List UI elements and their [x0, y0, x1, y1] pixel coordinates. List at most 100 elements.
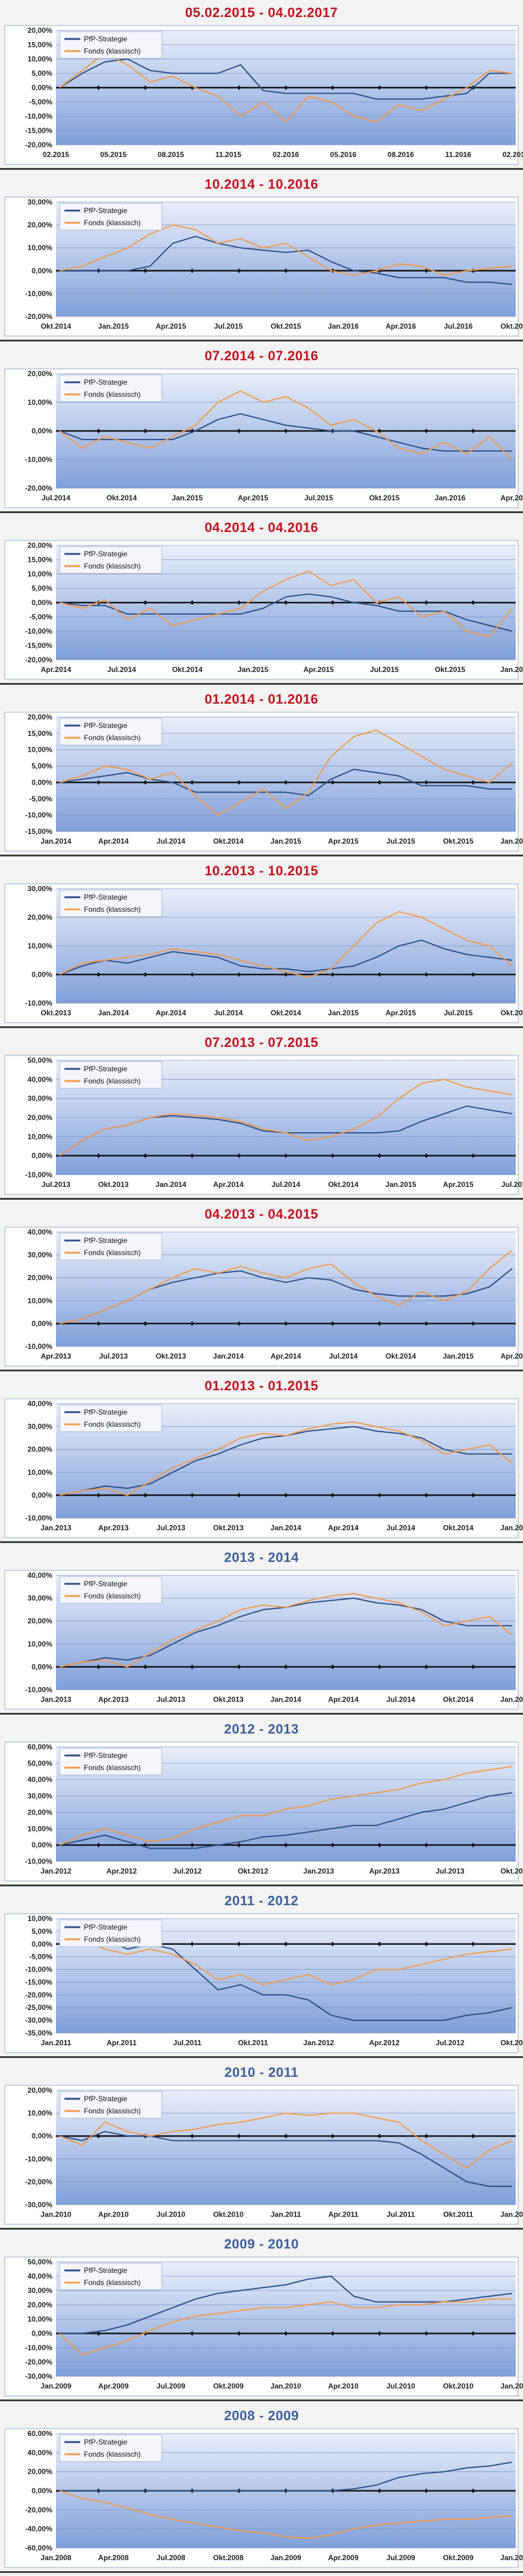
- zero-line-marker: [331, 1493, 334, 1498]
- zero-line-marker: [284, 972, 288, 977]
- legend-label-strategy: PfP-Strategie: [84, 1236, 128, 1245]
- y-tick-label: 0,00%: [32, 427, 52, 435]
- zero-line-marker: [471, 2331, 475, 2336]
- legend-label-strategy: PfP-Strategie: [84, 206, 128, 215]
- legend: PfP-Strategie Fonds (klassisch): [59, 203, 162, 231]
- x-tick-label: Okt.2014: [271, 1009, 301, 1017]
- x-tick-label: Jul.2015: [444, 1009, 473, 1017]
- zero-line-marker: [284, 429, 288, 433]
- y-tick-label: -15,00%: [25, 642, 52, 650]
- x-tick-label: Jan.2015: [386, 1180, 417, 1189]
- y-tick-label: -10,00%: [25, 112, 52, 121]
- x-tick-label: Apr.2008: [98, 2553, 128, 2562]
- x-tick-label: Okt.2013: [213, 1695, 243, 1704]
- x-tick-label: Jan.2008: [41, 2553, 72, 2562]
- zero-line-marker: [331, 972, 334, 977]
- x-tick-label: Apr.2016: [500, 494, 523, 502]
- x-tick-label: Jan.2015: [328, 1009, 359, 1017]
- x-tick-label: Jan.2015: [500, 1695, 523, 1704]
- legend-label-strategy: PfP-Strategie: [84, 378, 128, 387]
- y-tick-label: 0,00%: [32, 1940, 52, 1948]
- legend: PfP-Strategie Fonds (klassisch): [59, 1061, 162, 1089]
- x-tick-label: Jan.2016: [500, 665, 523, 674]
- x-tick-label: Jul.2015: [370, 665, 399, 674]
- legend-box: [59, 1061, 162, 1089]
- y-tick-label: -10,00%: [25, 2155, 52, 2163]
- zero-line-marker: [471, 1321, 475, 1326]
- x-tick-label: Okt.2013: [41, 1009, 71, 1017]
- x-tick-label: Apr.2011: [106, 2039, 137, 2047]
- x-tick-label: Jul.2016: [444, 322, 473, 331]
- x-tick-label: Okt.2015: [369, 494, 400, 502]
- series-line-fund: [59, 1766, 513, 1846]
- x-tick-label: Okt.2014: [41, 322, 71, 331]
- zero-line-marker: [237, 1493, 241, 1498]
- zero-line-marker: [378, 1941, 381, 1947]
- panel-separator: [0, 1026, 523, 1028]
- y-tick-label: 20,00%: [27, 2468, 52, 2476]
- x-tick-label: Jan.2015: [98, 322, 129, 331]
- y-tick-label: -10,00%: [25, 999, 52, 1007]
- y-tick-label: -40,00%: [25, 2525, 52, 2533]
- series-line-strategy: [60, 2462, 513, 2491]
- y-tick-label: 50,00%: [27, 1759, 52, 1768]
- legend-box: [59, 374, 162, 402]
- series-line-fund: [59, 1938, 513, 1986]
- x-tick-label: Apr.2009: [328, 2553, 358, 2562]
- x-tick-label: Jan.2014: [156, 1180, 187, 1189]
- series-line-strategy: [59, 593, 513, 632]
- legend-label-strategy: PfP-Strategie: [84, 35, 128, 43]
- zero-line-marker: [284, 1843, 288, 1848]
- legend-label-strategy: PfP-Strategie: [84, 1923, 128, 1931]
- y-tick-label: -20,00%: [25, 1990, 52, 1999]
- zero-line-marker: [331, 85, 334, 90]
- zero-line-marker: [144, 1664, 147, 1670]
- y-tick-label: 40,00%: [27, 2272, 52, 2281]
- y-tick-label: 10,00%: [27, 1132, 52, 1141]
- x-tick-label: Okt.2015: [435, 665, 465, 674]
- zero-line-marker: [424, 1843, 428, 1848]
- y-tick-label: 30,00%: [27, 1423, 52, 1431]
- zero-line-marker: [331, 1843, 334, 1848]
- x-tick-label: Jan.2011: [271, 2210, 301, 2219]
- zero-line-marker: [237, 268, 241, 273]
- y-tick-label: -5,00%: [29, 613, 52, 621]
- zero-line-marker: [471, 429, 475, 433]
- y-tick-label: -20,00%: [25, 2505, 52, 2514]
- chart-panel: 2010 - 2011 20,00% 10,00% 0,00% -10,00% -20,0…: [0, 2060, 523, 2231]
- panel-separator: [0, 2228, 523, 2230]
- zero-line-marker: [237, 2133, 241, 2139]
- y-tick-label: 0,00%: [32, 1491, 52, 1499]
- x-tick-label: Jan.2015: [443, 1352, 474, 1360]
- zero-line-marker: [284, 1941, 288, 1947]
- zero-line-marker: [144, 972, 147, 977]
- y-tick-label: 30,00%: [27, 884, 52, 893]
- series-line-fund: [59, 1079, 513, 1157]
- legend-box: [59, 1748, 162, 1776]
- x-tick-label: Jul.2013: [435, 1867, 465, 1875]
- chart-panel: 07.2013 - 07.2015 50,00% 40,00% 30,00% 20,00…: [0, 1030, 523, 1202]
- x-tick-label: Apr.2013: [41, 1352, 71, 1360]
- y-tick-label: 60,00%: [27, 1743, 52, 1751]
- chart-title: 04.2013 - 04.2015: [204, 1206, 319, 1222]
- x-tick-label: Okt.2014: [386, 1352, 416, 1360]
- zero-line-marker: [284, 85, 288, 90]
- y-tick-label: 20,00%: [27, 1808, 52, 1816]
- x-tick-label: Jul.2014: [386, 1695, 415, 1704]
- zero-line-marker: [284, 1321, 288, 1326]
- chart-title: 2010 - 2011: [224, 2065, 299, 2080]
- panel-separator: [0, 1713, 523, 1715]
- panel-separator: [0, 2571, 523, 2573]
- legend-label-strategy: PfP-Strategie: [84, 1065, 128, 1073]
- y-tick-label: 10,00%: [27, 243, 52, 252]
- zero-line-marker: [378, 1664, 381, 1670]
- y-tick-label: 10,00%: [27, 942, 52, 950]
- legend: PfP-Strategie Fonds (klassisch): [59, 1576, 162, 1604]
- x-tick-label: 11.2015: [215, 150, 241, 159]
- y-tick-label: 10,00%: [27, 55, 52, 63]
- zero-line-marker: [331, 780, 334, 785]
- x-tick-label: Apr.2016: [386, 322, 416, 331]
- chart-panel: 10.2014 - 10.2016 30,00% 20,00% 10,00% 0,00%…: [0, 172, 523, 343]
- x-tick-label: Jul.2014: [214, 1009, 243, 1017]
- zero-line-marker: [190, 2331, 194, 2336]
